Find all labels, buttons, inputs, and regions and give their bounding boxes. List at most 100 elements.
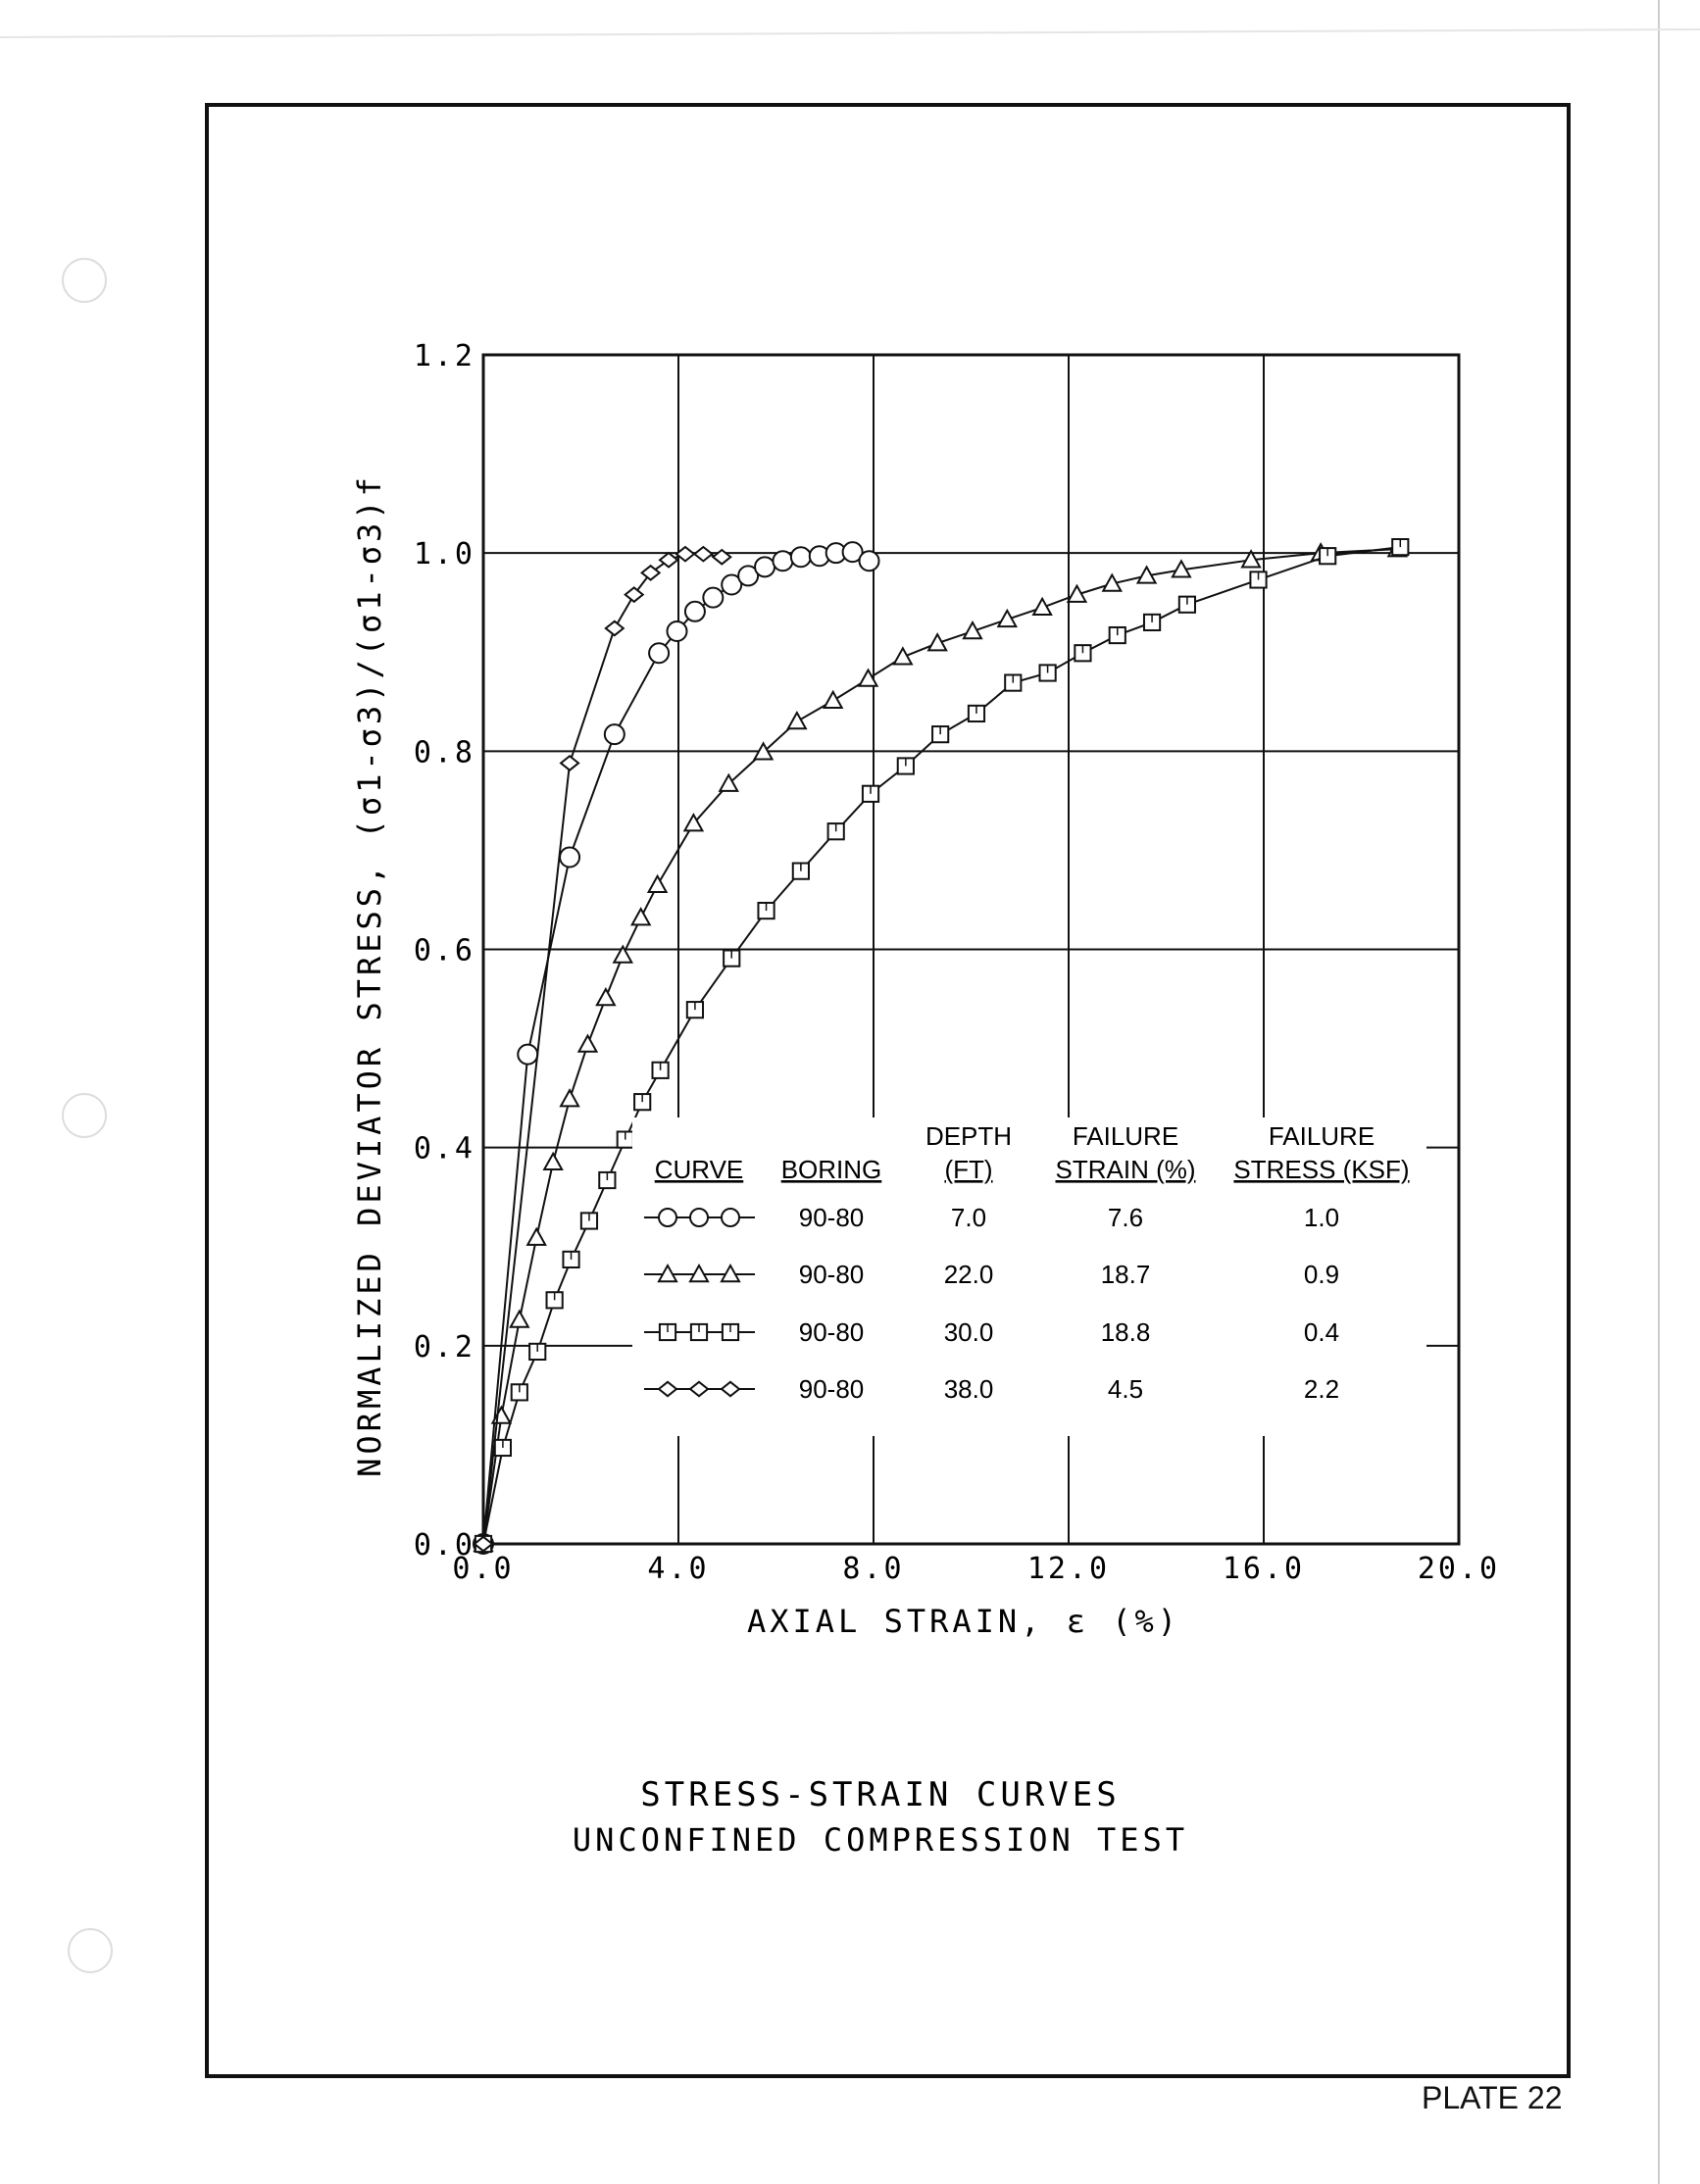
triangle-marker xyxy=(996,608,1019,628)
diamond-marker xyxy=(688,1380,710,1398)
triangle-marker xyxy=(1135,565,1158,584)
y-tick-label: 0.4 xyxy=(414,1132,475,1166)
circle-marker xyxy=(559,846,581,869)
triangle-marker xyxy=(559,1088,580,1108)
legend-boring: 90-80 xyxy=(799,1374,865,1404)
legend-header-boring: BORING xyxy=(781,1155,882,1184)
legend-boring: 90-80 xyxy=(799,1260,865,1289)
triangle-marker xyxy=(1031,596,1053,616)
legend-header-strain: FAILURE xyxy=(1073,1121,1178,1151)
legend-row: 90-80 38.0 4.5 2.2 xyxy=(644,1374,1339,1404)
triangle-marker xyxy=(682,813,705,832)
punch-hole xyxy=(68,1928,113,1973)
x-tick-label: 4.0 xyxy=(647,1552,709,1586)
x-tick-label: 8.0 xyxy=(842,1552,904,1586)
legend-row: 90-80 30.0 18.8 0.4 xyxy=(644,1317,1339,1347)
legend-background xyxy=(632,1117,1426,1436)
circle-marker xyxy=(789,546,812,569)
triangle-marker xyxy=(576,1033,599,1053)
triangle-marker xyxy=(525,1226,547,1246)
triangle-marker xyxy=(688,1263,710,1283)
triangle-marker xyxy=(892,646,914,666)
triangle-marker xyxy=(646,873,669,893)
y-axis-label: NORMALIZED DEVIATOR STRESS, (σ1-σ3)/(σ1-… xyxy=(351,473,388,1477)
legend-failure-stress: 2.2 xyxy=(1304,1374,1339,1404)
triangle-marker xyxy=(1101,572,1123,592)
legend-failure-strain: 4.5 xyxy=(1108,1374,1143,1404)
triangle-marker xyxy=(595,986,617,1007)
triangle-marker xyxy=(612,944,633,964)
legend-boring: 90-80 xyxy=(799,1203,865,1232)
circle-marker xyxy=(603,723,625,746)
diamond-marker xyxy=(473,1535,494,1553)
y-tick-label: 1.2 xyxy=(414,339,475,373)
circle-marker xyxy=(858,550,880,572)
circle-marker xyxy=(666,620,688,643)
diamond-marker xyxy=(559,754,580,771)
legend-depth: 30.0 xyxy=(944,1317,994,1347)
triangle-marker xyxy=(1171,559,1192,578)
y-tick-label: 0.2 xyxy=(414,1330,475,1365)
legend-header-depth-unit: (FT) xyxy=(944,1155,992,1184)
circle-marker xyxy=(702,586,725,609)
legend-failure-stress: 0.9 xyxy=(1304,1260,1339,1289)
plot-area xyxy=(481,353,1461,1546)
legend-boring: 90-80 xyxy=(799,1317,865,1347)
triangle-marker xyxy=(509,1309,530,1328)
legend-header-depth: DEPTH xyxy=(925,1121,1012,1151)
x-tick-label: 0.0 xyxy=(452,1552,514,1586)
x-axis-label: AXIAL STRAIN, ε (%) xyxy=(747,1603,1180,1640)
circle-marker xyxy=(683,600,706,622)
triangle-marker xyxy=(857,668,879,687)
y-tick-label: 0.8 xyxy=(414,735,475,769)
triangle-marker xyxy=(962,620,983,640)
diamond-marker xyxy=(624,586,645,604)
legend-failure-strain: 7.6 xyxy=(1108,1203,1143,1232)
triangle-marker xyxy=(1066,583,1088,603)
plate-label: PLATE 22 xyxy=(1422,2080,1563,2115)
circle-marker xyxy=(721,573,743,596)
triangle-marker xyxy=(926,632,948,652)
diamond-marker xyxy=(692,545,714,563)
triangle-marker xyxy=(718,772,739,792)
circle-marker xyxy=(737,565,760,587)
legend-failure-stress: 0.4 xyxy=(1304,1317,1339,1347)
triangle-marker xyxy=(629,907,652,926)
legend-depth: 38.0 xyxy=(944,1374,994,1404)
circle-marker xyxy=(517,1043,539,1066)
legend-row: 90-80 22.0 18.7 0.9 xyxy=(644,1260,1339,1289)
legend-header-stress: FAILURE xyxy=(1269,1121,1375,1151)
triangle-marker xyxy=(786,710,808,730)
x-tick-label: 12.0 xyxy=(1027,1552,1110,1586)
chart-title: STRESS-STRAIN CURVES xyxy=(640,1775,1120,1814)
triangle-marker xyxy=(752,741,775,761)
triangle-marker xyxy=(1240,549,1262,569)
legend-failure-strain: 18.8 xyxy=(1101,1317,1151,1347)
legend-header-curve: CURVE xyxy=(655,1155,744,1184)
page-top-edge xyxy=(0,28,1700,38)
circle-marker xyxy=(841,541,864,564)
legend-header-stress-unit: STRESS (KSF) xyxy=(1233,1155,1409,1184)
plate-frame xyxy=(205,103,1571,2078)
legend-failure-stress: 1.0 xyxy=(1304,1203,1339,1232)
circle-marker xyxy=(754,556,776,578)
y-tick-label: 1.0 xyxy=(414,537,475,571)
diamond-marker xyxy=(640,564,662,581)
legend-depth: 22.0 xyxy=(944,1260,994,1289)
triangle-marker xyxy=(657,1263,678,1283)
legend: CURVE BORING DEPTH (FT) FAILURE STRAIN (… xyxy=(644,1121,1410,1404)
x-tick-label: 20.0 xyxy=(1418,1552,1500,1586)
diamond-marker xyxy=(675,545,696,563)
circle-marker xyxy=(658,1208,677,1227)
legend-failure-strain: 18.7 xyxy=(1101,1260,1151,1289)
y-tick-label: 0.0 xyxy=(414,1528,475,1563)
diamond-marker xyxy=(658,551,679,569)
legend-row: 90-80 7.0 7.6 1.0 xyxy=(644,1203,1339,1232)
triangle-marker xyxy=(823,689,844,709)
legend-header-strain-unit: STRAIN (%) xyxy=(1056,1155,1196,1184)
punch-hole xyxy=(62,258,107,303)
y-tick-label: 0.6 xyxy=(414,934,475,968)
series-diamond xyxy=(473,545,732,1553)
circle-marker xyxy=(721,1208,740,1227)
